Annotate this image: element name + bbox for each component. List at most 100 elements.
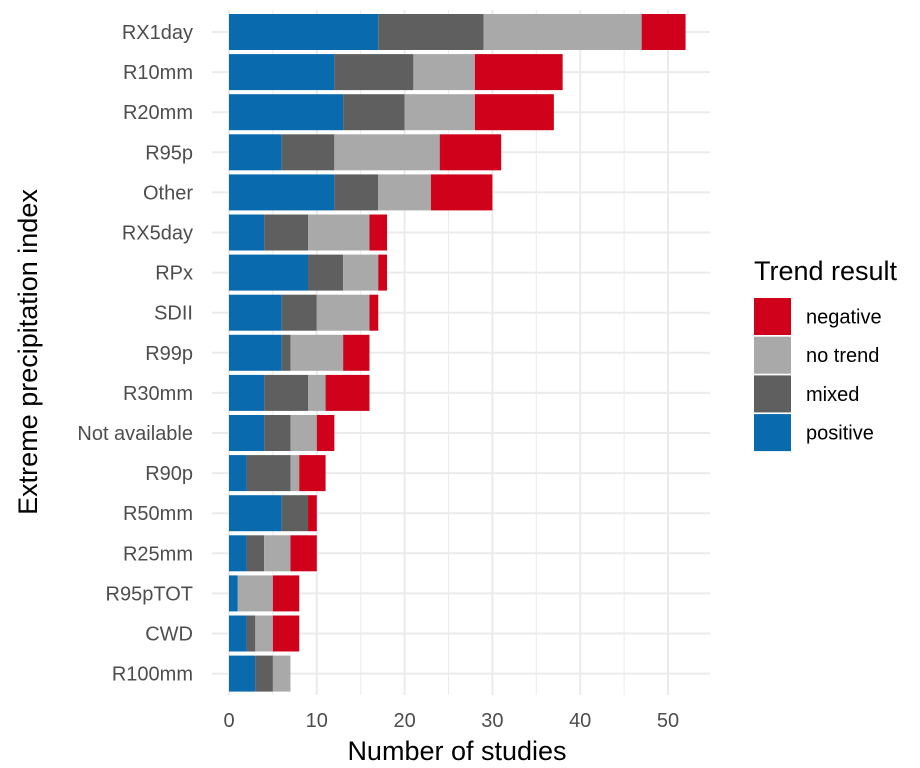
bar-segment-negative — [316, 415, 335, 451]
bar-segment-negative — [308, 495, 317, 532]
y-tick-label: RPx — [155, 263, 193, 285]
bar-segment-positive — [229, 415, 265, 451]
bar-segment-no-trend — [413, 54, 475, 91]
y-tick-labels: RX1day R10mm R20mm R95p Other RX5day RPx SDII R9… — [77, 22, 193, 686]
y-tick-label: R25mm — [123, 543, 193, 565]
y-tick-label: R90p — [145, 463, 193, 485]
bar-segment-negative — [474, 54, 563, 91]
bar-segment-positive — [229, 535, 247, 572]
bar-segment-positive — [229, 655, 256, 692]
bar-segment-mixed — [281, 334, 291, 371]
bar-segment-no-trend — [316, 294, 370, 331]
bar-segment-positive — [229, 294, 282, 331]
legend: Trend result negative no trend mixed positi… — [754, 256, 898, 452]
y-tick-label: R95p — [145, 142, 193, 164]
bar-segment-no-trend — [308, 374, 326, 411]
bar-segment-mixed — [308, 254, 344, 291]
legend-key-mixed — [754, 375, 791, 413]
bar-segment-negative — [325, 374, 370, 411]
bar-segment-mixed — [378, 14, 484, 50]
bar-segment-mixed — [281, 294, 317, 331]
legend-label-positive: positive — [806, 423, 874, 445]
x-tick-label: 50 — [657, 710, 679, 732]
bar-segment-negative — [369, 214, 388, 251]
x-tick-label: 0 — [223, 710, 234, 732]
y-tick-label: R100mm — [112, 664, 193, 686]
legend-items: negative no trend mixed positive — [754, 298, 882, 452]
bar-segment-positive — [229, 374, 265, 411]
y-tick-label: RX5day — [122, 223, 193, 245]
bar-segment-positive — [229, 615, 247, 652]
bar-segment-negative — [272, 575, 300, 612]
bar-segment-mixed — [281, 495, 309, 532]
bar-segment-negative — [299, 455, 326, 492]
bar-segment-mixed — [255, 655, 273, 692]
bar-segment-mixed — [334, 54, 414, 91]
y-tick-label: CWD — [145, 624, 193, 646]
bar-segment-positive — [229, 214, 265, 251]
bar-segment-no-trend — [290, 415, 317, 451]
bar-segment-positive — [229, 94, 344, 131]
bar-segment-mixed — [343, 94, 405, 131]
x-tick-label: 40 — [569, 710, 591, 732]
bar-segment-mixed — [246, 455, 291, 492]
bar-segment-no-trend — [378, 174, 431, 211]
legend-key-no-trend — [754, 336, 791, 374]
y-tick-label: R30mm — [123, 383, 193, 405]
bar-segment-positive — [229, 14, 379, 50]
y-tick-label: RX1day — [122, 22, 193, 44]
bar-segment-negative — [378, 254, 388, 291]
bar-segment-negative — [430, 174, 493, 211]
bar-segment-no-trend — [290, 334, 344, 371]
bar-segment-positive — [229, 174, 335, 211]
legend-label-mixed: mixed — [806, 384, 859, 406]
bar-segment-mixed — [281, 134, 335, 171]
bar-segment-no-trend — [308, 214, 370, 251]
y-tick-label: SDII — [154, 303, 193, 325]
bar-segment-negative — [343, 334, 370, 371]
bar-segment-no-trend — [255, 615, 273, 652]
bar-segment-positive — [229, 495, 282, 532]
bar-segment-negative — [439, 134, 502, 171]
bar-segment-negative — [290, 535, 317, 572]
x-tick-labels: 0 10 20 30 40 50 — [223, 710, 679, 732]
bar-segment-positive — [229, 334, 282, 371]
bar-segment-no-trend — [334, 134, 440, 171]
bar-segment-mixed — [246, 535, 265, 572]
legend-label-negative: negative — [806, 307, 882, 329]
bar-segment-mixed — [334, 174, 379, 211]
bar-segment-mixed — [264, 415, 291, 451]
y-tick-label: Not available — [77, 423, 193, 445]
bar-segment-no-trend — [483, 14, 642, 50]
bar-segment-no-trend — [237, 575, 273, 612]
y-tick-label: R50mm — [123, 503, 193, 525]
y-tick-label: R99p — [145, 343, 193, 365]
bar-segment-mixed — [246, 615, 256, 652]
y-tick-label: R20mm — [123, 102, 193, 124]
bar-segment-negative — [369, 294, 379, 331]
bar-segment-positive — [229, 455, 247, 492]
x-axis-title: Number of studies — [347, 736, 566, 766]
y-tick-label: R95pTOT — [106, 583, 193, 605]
legend-label-no-trend: no trend — [806, 345, 879, 367]
bars-group — [229, 14, 686, 692]
bar-segment-positive — [229, 254, 309, 291]
x-tick-label: 20 — [393, 710, 415, 732]
x-tick-label: 10 — [306, 710, 328, 732]
y-axis-title: Extreme precipitation index — [13, 189, 43, 515]
y-tick-label: Other — [143, 182, 193, 204]
bar-segment-positive — [229, 134, 282, 171]
bar-segment-positive — [229, 54, 335, 91]
legend-key-positive — [754, 414, 791, 452]
bar-segment-no-trend — [404, 94, 475, 131]
bar-segment-positive — [229, 575, 238, 612]
bar-segment-mixed — [264, 374, 309, 411]
bar-segment-no-trend — [264, 535, 291, 572]
bar-segment-negative — [641, 14, 686, 50]
bar-segment-no-trend — [290, 455, 300, 492]
bar-segment-no-trend — [343, 254, 379, 291]
x-tick-label: 30 — [481, 710, 503, 732]
bar-segment-mixed — [264, 214, 309, 251]
y-tick-label: R10mm — [123, 62, 193, 84]
